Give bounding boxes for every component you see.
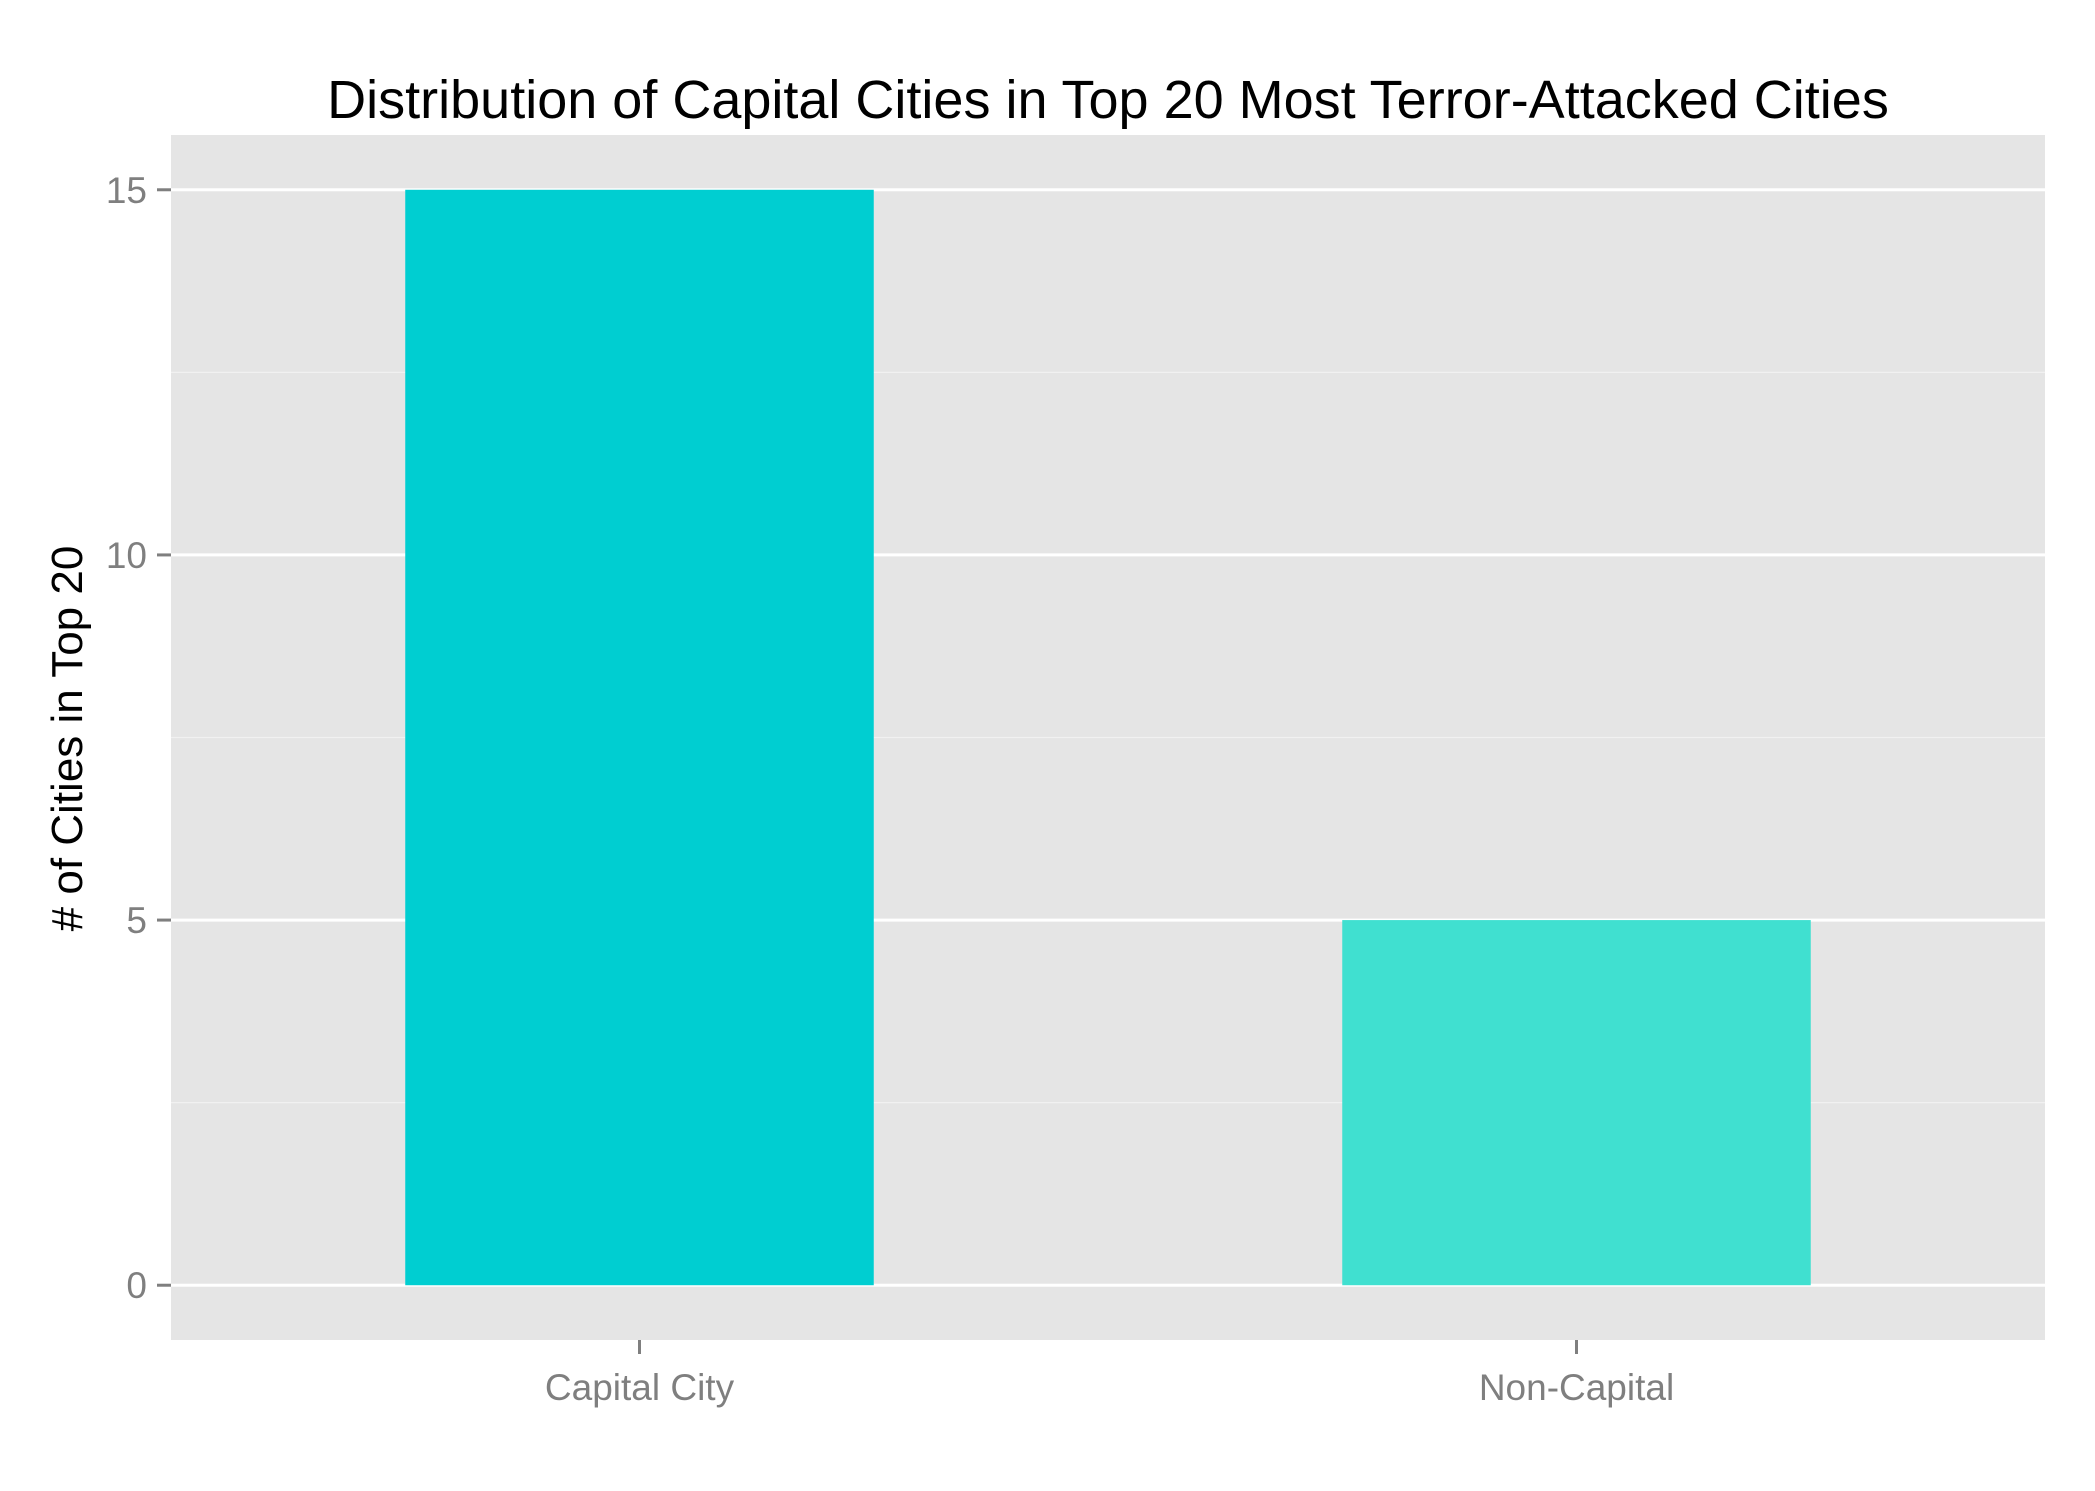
y-axis: 0 5 10 15 [106, 170, 171, 1306]
chart-title: Distribution of Capital Cities in Top 20… [327, 70, 1889, 130]
y-tick-label: 5 [126, 900, 147, 941]
bars [405, 189, 1811, 1286]
x-axis: Capital City Non-Capital [545, 1340, 1674, 1408]
y-tick-label: 15 [106, 170, 147, 211]
y-tick-label: 10 [106, 535, 147, 576]
bar-non-capital [1342, 920, 1811, 1286]
x-tick-label: Non-Capital [1479, 1367, 1674, 1408]
x-tick-label: Capital City [545, 1367, 735, 1408]
y-axis-label: # of Cities in Top 20 [43, 546, 92, 932]
y-tick-label: 0 [126, 1265, 147, 1306]
bar-capital-city [405, 189, 874, 1286]
